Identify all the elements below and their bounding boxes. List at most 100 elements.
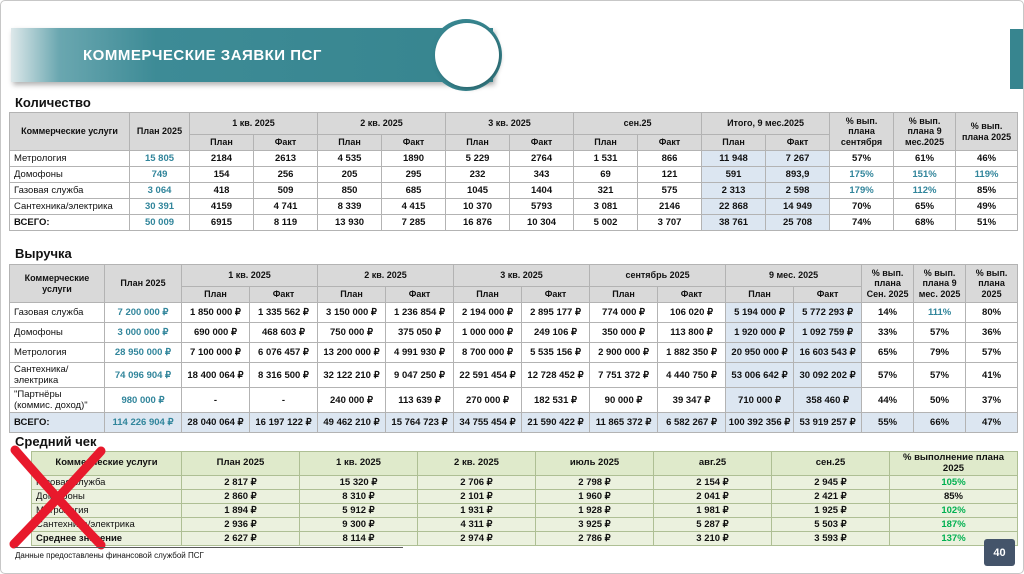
table-cell: 111% <box>913 302 967 323</box>
title-banner: КОММЕРЧЕСКИЕ ЗАЯВКИ ПСГ <box>11 28 493 82</box>
column-header-plan: План <box>445 134 511 151</box>
table-cell: 418 <box>189 182 254 199</box>
table-cell: 1 000 000 ₽ <box>453 322 523 343</box>
table-cell: 240 000 ₽ <box>317 387 387 413</box>
table-cell: 6 076 457 ₽ <box>248 342 319 363</box>
table-cell: 53 006 642 ₽ <box>725 362 795 388</box>
column-header-pct-9m: % вып. плана 9 мес. 2025 <box>913 264 967 303</box>
table-cell: 22 591 454 ₽ <box>453 362 523 388</box>
column-header-pct-2025: % вып. плана 2025 <box>955 112 1019 151</box>
table-row: Метрология 15 805 2184 2613 4 535 1890 5 229 27… <box>9 150 1019 167</box>
table-cell: Сантехника/электрика <box>9 362 105 388</box>
table-row: "Партнёры (коммис. доход)" 980 000 ₽ - -240… <box>9 387 1019 413</box>
table-row: ВСЕГО: 50 009 6915 8 119 13 930 7 285 16 876 10… <box>9 214 1019 231</box>
table-cell: Метрология <box>9 342 105 363</box>
column-header-plan: План <box>725 286 795 303</box>
table-cell: Домофоны <box>31 489 182 505</box>
column-header-q2: 2 кв. 2025 <box>317 112 447 135</box>
table-cell: 106 020 ₽ <box>657 302 727 323</box>
table-cell: 113 800 ₽ <box>657 322 727 343</box>
table-cell: 2 194 000 ₽ <box>453 302 523 323</box>
table-cell: 175% <box>829 166 895 183</box>
footer-note: Данные предоставлены финансовой службой … <box>15 547 403 560</box>
table-cell: 2 817 ₽ <box>181 475 300 491</box>
table-cell: 1 920 000 ₽ <box>725 322 795 343</box>
table-cell: 44% <box>861 387 915 413</box>
column-header-q3: 3 кв. 2025 <box>445 112 575 135</box>
table-cell: 690 000 ₽ <box>181 322 250 343</box>
table-cell: 74 096 904 ₽ <box>104 362 182 388</box>
table-cell: 1 236 854 ₽ <box>385 302 455 323</box>
table-cell: 20 950 000 ₽ <box>725 342 795 363</box>
table-cell: 80% <box>965 302 1019 323</box>
column-header-pct-2025: % выполнение плана 2025 <box>889 450 1018 477</box>
table-cell: 39 347 ₽ <box>657 387 727 413</box>
column-header-plan2025: План 2025 <box>104 264 182 303</box>
table-cell: 57% <box>861 362 915 388</box>
table-cell: 2 154 ₽ <box>653 475 772 491</box>
table-cell: 4 415 <box>381 198 447 215</box>
column-header-plan: План <box>573 134 639 151</box>
table-cell: 66% <box>913 412 967 433</box>
table-cell: - <box>248 387 319 413</box>
table-cell: 3 064 <box>129 182 190 199</box>
column-header-fact: Факт <box>793 286 863 303</box>
column-header-plan: План <box>701 134 767 151</box>
column-header-q3: 3 кв. 2025 <box>453 264 591 287</box>
table-row: Газовая служба 7 200 000 ₽1 850 000 ₽1 33… <box>9 302 1019 323</box>
table-cell: 2 895 177 ₽ <box>521 302 591 323</box>
table-cell: 10 370 <box>445 198 511 215</box>
column-header-services: Коммерческие услуги <box>9 264 105 303</box>
column-header-fact: Факт <box>765 134 831 151</box>
table-cell: 980 000 ₽ <box>104 387 182 413</box>
table-cell: 509 <box>252 182 319 199</box>
table-cell: 1 894 ₽ <box>181 503 300 519</box>
table-cell: 866 <box>637 150 703 167</box>
table-cell: "Партнёры (коммис. доход)" <box>9 387 105 413</box>
table-cell: 2 598 <box>765 182 831 199</box>
column-header-fact: Факт <box>637 134 703 151</box>
table-cell: 16 876 <box>445 214 511 231</box>
table-cell: 46% <box>955 150 1019 167</box>
table-cell: 33% <box>861 322 915 343</box>
column-header-plan: План <box>181 286 250 303</box>
table-cell: 5 229 <box>445 150 511 167</box>
table-cell: 1 850 000 ₽ <box>181 302 250 323</box>
column-header-plan2025: План 2025 <box>129 112 190 151</box>
table-cell: 119% <box>955 166 1019 183</box>
table-cell: 49 462 210 ₽ <box>317 412 387 433</box>
table-row: Газовая служба 3 064 418 509 850 685 1045 1404 3… <box>9 182 1019 199</box>
table-cell: Домофоны <box>9 322 105 343</box>
table-cell: Метрология <box>9 150 130 167</box>
table-cell: 50 009 <box>129 214 190 231</box>
table-cell: 22 868 <box>701 198 767 215</box>
column-header-fact: Факт <box>248 286 319 303</box>
table-cell: Газовая служба <box>9 182 130 199</box>
table-cell: 16 603 543 ₽ <box>793 342 863 363</box>
column-header-total-9m: 9 мес. 2025 <box>725 264 863 287</box>
column-header-plan: План <box>317 134 383 151</box>
table-cell: 14% <box>861 302 915 323</box>
table-cell: 3 593 ₽ <box>771 531 890 547</box>
table-cell: 358 460 ₽ <box>793 387 863 413</box>
table-cell: 4 535 <box>317 150 383 167</box>
table-cell: 10 304 <box>509 214 575 231</box>
table-cell: 51% <box>955 214 1019 231</box>
table-cell: 151% <box>893 166 957 183</box>
table-cell: 5 503 ₽ <box>771 517 890 533</box>
table-row: Сантехника/электрика 30 391 4159 4 741 8 339… <box>9 198 1019 215</box>
column-header-fact: Факт <box>657 286 727 303</box>
table-cell: 1 960 ₽ <box>535 489 654 505</box>
table-cell: 7 267 <box>765 150 831 167</box>
quantity-table: Коммерческие услуги План 2025 1 кв. 2025… <box>9 112 1019 231</box>
table-cell: 1404 <box>509 182 575 199</box>
column-header-fact: Факт <box>381 134 447 151</box>
table-cell: 34 755 454 ₽ <box>453 412 523 433</box>
column-header-plan: План <box>589 286 659 303</box>
table-cell: 9 300 ₽ <box>299 517 418 533</box>
table-cell: 12 728 452 ₽ <box>521 362 591 388</box>
table-cell: 2 936 ₽ <box>181 517 300 533</box>
column-header-september: сен.25 <box>573 112 703 135</box>
table-row: ВСЕГО: 114 226 904 ₽28 040 064 ₽16 197 12… <box>9 412 1019 433</box>
table-cell: 8 700 000 ₽ <box>453 342 523 363</box>
